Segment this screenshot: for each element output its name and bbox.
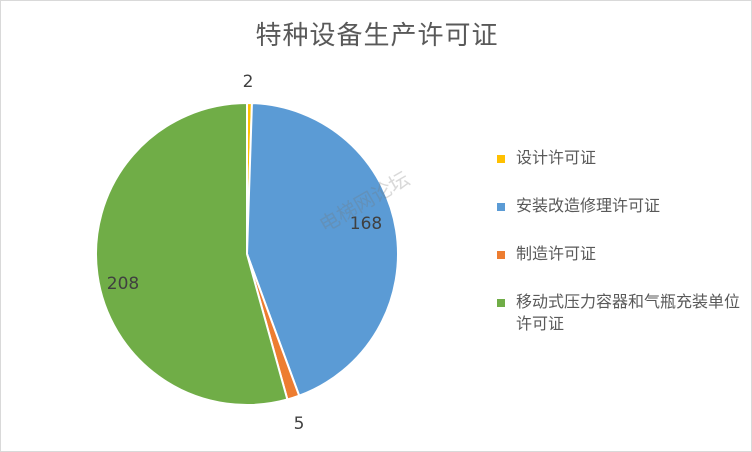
legend-swatch — [497, 251, 505, 259]
slice-install — [245, 102, 399, 397]
legend-label: 制造许可证 — [516, 244, 597, 263]
chart-title: 特种设备生产许可证 — [255, 21, 499, 51]
legend: 设计许可证 安装改造修理许可证 制造许可证 移动式压力容器和气瓶充装单位许可证 — [497, 147, 747, 361]
legend-item-install: 安装改造修理许可证 — [497, 195, 747, 217]
data-labels: 2 168 5 208 — [107, 72, 382, 434]
legend-item-manufacture: 制造许可证 — [497, 243, 747, 265]
legend-item-filling: 移动式压力容器和气瓶充装单位许可证 — [497, 291, 747, 335]
legend-item-design: 设计许可证 — [497, 147, 747, 169]
legend-label: 移动式压力容器和气瓶充装单位许可证 — [516, 292, 741, 333]
legend-swatch — [497, 155, 505, 163]
legend-label: 安装改造修理许可证 — [516, 196, 661, 215]
data-label-install: 168 — [350, 214, 382, 234]
legend-swatch — [497, 203, 505, 211]
legend-label: 设计许可证 — [516, 148, 597, 167]
data-label-filling: 208 — [107, 274, 139, 294]
slice-filling — [95, 101, 289, 406]
data-label-design: 2 — [243, 72, 254, 92]
legend-swatch — [497, 299, 505, 307]
data-label-manufacture: 5 — [294, 414, 305, 434]
pie-slices — [95, 101, 399, 406]
